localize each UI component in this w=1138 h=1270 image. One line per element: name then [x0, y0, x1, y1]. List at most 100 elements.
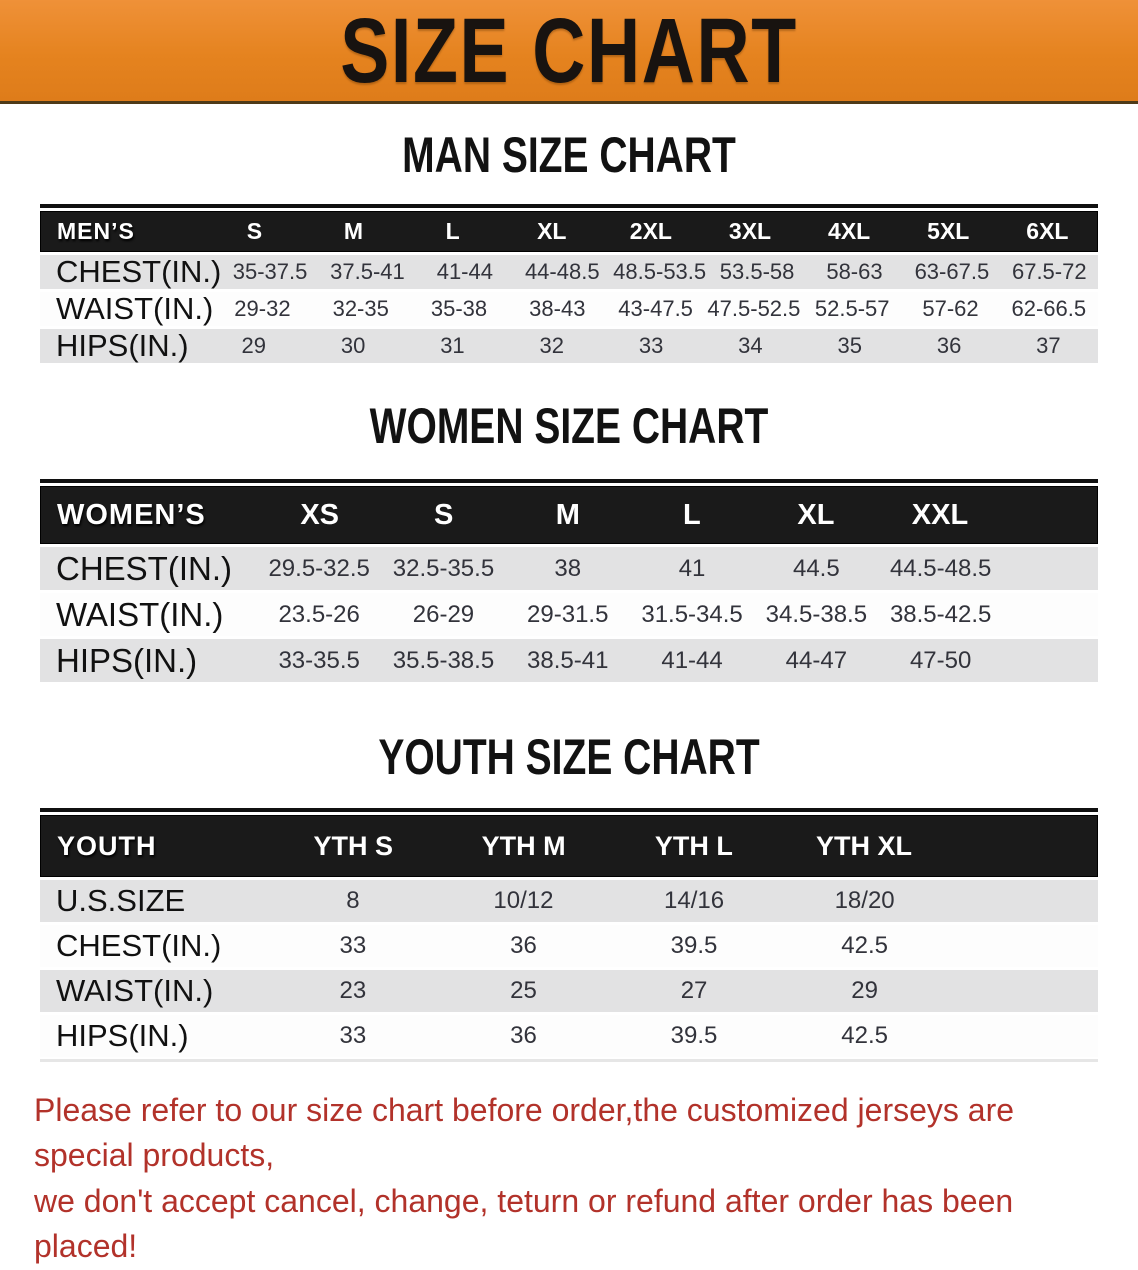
size-cell: 41-44 [436, 259, 493, 284]
table-row-waist: WAIST(IN.) 23.5-26 26-29 29-31.5 31.5-34… [40, 593, 1098, 636]
size-column-header: S [434, 498, 454, 531]
size-column-header: YTH XL [816, 830, 913, 861]
size-cell: 67.5-72 [1011, 259, 1087, 284]
women-table-header-row: WOMEN’S XS S M L XL XXL [40, 486, 1098, 544]
size-cell: 38.5-41 [527, 646, 609, 674]
size-cell: 42.5 [841, 932, 888, 959]
men-table-title: MEN’S [57, 218, 135, 244]
row-label: WAIST(IN.) [56, 291, 214, 326]
row-label: WAIST(IN.) [56, 973, 214, 1008]
table-row-hips: HIPS(IN.) 29 30 31 32 33 34 35 36 37 [40, 328, 1098, 363]
youth-size-table: YOUTH YTH S YTH M YTH L YTH XL U.S.SIZE … [40, 808, 1098, 1062]
youth-section-heading: YOUTH SIZE CHART [378, 729, 760, 785]
table-row-waist: WAIST(IN.) 29-32 32-35 35-38 38-43 43-47… [40, 291, 1098, 326]
size-cell: 53.5-58 [719, 259, 795, 284]
size-cell: 35-38 [430, 296, 488, 321]
size-cell: 14/16 [664, 887, 725, 914]
size-cell: 29 [851, 977, 878, 1004]
size-cell: 44-48.5 [524, 259, 600, 284]
size-cell: 26-29 [412, 600, 475, 628]
size-cell: 27 [680, 977, 708, 1004]
size-cell: 41 [678, 554, 706, 582]
table-top-rule [40, 479, 1098, 483]
table-row-chest: CHEST(IN.) 33 36 39.5 42.5 [40, 925, 1098, 967]
size-cell: 44-47 [785, 646, 848, 674]
size-cell: 23.5-26 [278, 600, 360, 628]
disclaimer-line-2: we don't accept cancel, change, teturn o… [34, 1182, 1014, 1265]
size-cell: 41-44 [661, 646, 723, 674]
size-cell: 39.5 [670, 932, 718, 959]
size-cell: 10/12 [493, 887, 554, 914]
size-cell: 25 [510, 977, 537, 1004]
men-size-table: MEN’S S M L XL 2XL 3XL 4XL 5XL 6XL CHEST… [40, 204, 1098, 363]
size-column-header: YTH L [654, 830, 733, 861]
size-column-header: XL [537, 218, 567, 244]
banner: SIZE CHART [0, 0, 1138, 104]
table-bottom-rule [40, 1059, 1098, 1062]
size-cell: 32-35 [332, 296, 389, 321]
men-section-heading: MAN SIZE CHART [402, 127, 736, 183]
table-row-hips: HIPS(IN.) 33-35.5 35.5-38.5 38.5-41 41-4… [40, 639, 1098, 682]
size-column-header: L [445, 218, 460, 244]
row-label: HIPS(IN.) [56, 641, 198, 679]
size-column-header: 6XL [1026, 218, 1069, 244]
size-cell: 62-66.5 [1011, 296, 1087, 321]
size-column-header: 3XL [728, 218, 772, 244]
size-cell: 36 [510, 1022, 537, 1049]
size-column-header: 4XL [828, 218, 871, 244]
women-size-table: WOMEN’S XS S M L XL XXL CHEST(IN.) 29.5-… [40, 479, 1098, 682]
table-row-chest: CHEST(IN.) 35-37.5 37.5-41 41-44 44-48.5… [40, 254, 1098, 289]
size-cell: 47-50 [909, 646, 972, 674]
size-cell: 34 [738, 333, 763, 358]
size-cell: 63-67.5 [914, 259, 990, 284]
size-cell: 35 [837, 333, 862, 358]
size-cell: 37 [1036, 333, 1061, 358]
size-cell: 58-63 [826, 259, 883, 284]
size-cell: 35-37.5 [232, 259, 308, 284]
size-cell: 38.5-42.5 [889, 600, 992, 628]
size-cell: 39.5 [670, 1022, 718, 1049]
size-cell: 29-31.5 [527, 600, 609, 628]
size-cell: 38 [554, 554, 582, 582]
row-label: HIPS(IN.) [56, 1018, 189, 1053]
size-column-header: XXL [911, 498, 969, 531]
size-cell: 29-32 [234, 296, 291, 321]
size-cell: 33-35.5 [278, 646, 360, 674]
size-column-header: XS [300, 498, 339, 531]
size-column-header: M [343, 218, 364, 244]
size-cell: 32.5-35.5 [392, 554, 495, 582]
size-cell: 29.5-32.5 [268, 554, 370, 582]
size-cell: 32 [539, 333, 564, 358]
row-label: U.S.SIZE [56, 883, 186, 918]
size-cell: 48.5-53.5 [613, 259, 707, 284]
disclaimer-line-1: Please refer to our size chart before or… [34, 1092, 1015, 1174]
size-cell: 31 [440, 333, 465, 358]
size-column-header: M [555, 498, 580, 531]
size-cell: 43-47.5 [618, 296, 693, 321]
row-label: HIPS(IN.) [56, 328, 189, 363]
row-label: CHEST(IN.) [56, 549, 232, 587]
table-row-waist: WAIST(IN.) 23 25 27 29 [40, 970, 1098, 1012]
men-table-header-row: MEN’S S M L XL 2XL 3XL 4XL 5XL 6XL [40, 211, 1098, 252]
size-cell: 30 [340, 333, 366, 358]
row-label: CHEST(IN.) [56, 254, 222, 289]
size-column-header: S [246, 218, 263, 244]
size-column-header: XL [797, 498, 835, 531]
size-cell: 33 [339, 932, 367, 959]
size-column-header: L [682, 498, 701, 531]
table-top-rule [40, 808, 1098, 812]
size-cell: 44.5 [792, 554, 840, 582]
size-cell: 8 [346, 887, 360, 914]
size-column-header: 5XL [927, 218, 970, 244]
size-cell: 35.5-38.5 [392, 646, 495, 674]
row-label: CHEST(IN.) [56, 928, 222, 963]
size-cell: 18/20 [834, 887, 895, 914]
banner-title: SIZE CHART [340, 0, 798, 102]
size-column-header: 2XL [629, 218, 672, 244]
size-cell: 33 [339, 1022, 367, 1049]
size-cell: 57-62 [922, 296, 979, 321]
size-cell: 52.5-57 [814, 296, 890, 321]
women-section-heading: WOMEN SIZE CHART [369, 398, 769, 454]
size-cell: 34.5-38.5 [765, 600, 868, 628]
size-cell: 33 [638, 333, 664, 358]
